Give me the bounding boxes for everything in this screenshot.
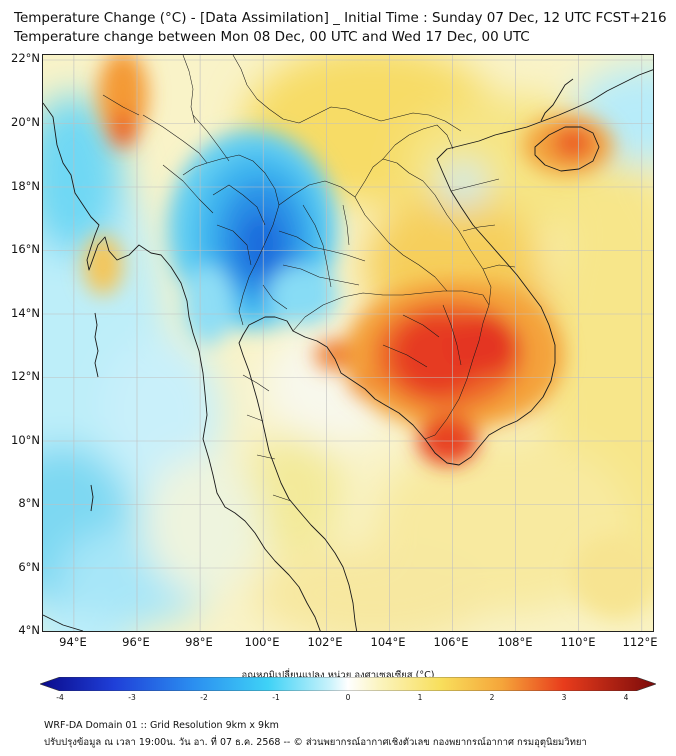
colorbar-tick: 4	[623, 693, 629, 702]
lon-label-100: 100°E	[244, 635, 280, 649]
colorbar-tick: -4	[56, 693, 64, 702]
map-canvas	[43, 55, 653, 631]
lat-label-18: 18°N	[11, 179, 40, 193]
graticule	[43, 55, 653, 631]
lon-label-94: 94°E	[59, 635, 87, 649]
map-subtitle: Temperature change between Mon 08 Dec, 0…	[14, 29, 530, 45]
colorbar-tick: 2	[489, 693, 495, 702]
colorbar-tick: 1	[417, 693, 423, 702]
colorbar	[40, 677, 656, 691]
temperature-map	[42, 54, 654, 632]
colorbar-tick: 0	[345, 693, 351, 702]
coastlines	[43, 69, 653, 631]
lon-label-110: 110°E	[560, 635, 596, 649]
lon-label-96: 96°E	[122, 635, 150, 649]
lon-label-106: 106°E	[433, 635, 469, 649]
colorbar-tick: -2	[200, 693, 208, 702]
lat-label-14: 14°N	[11, 306, 40, 320]
colorbar-tick: -3	[128, 693, 136, 702]
warm-anomaly	[315, 280, 563, 465]
map-title: Temperature Change (°C) - [Data Assimila…	[14, 10, 667, 26]
lat-label-22: 22°N	[11, 51, 40, 65]
colorbar-tick: -1	[272, 693, 280, 702]
lat-label-20: 20°N	[11, 115, 40, 129]
colorbar-title: อุณหภูมิเปลี่ยนแปลง หน่วย องศาเซลเซียส (…	[241, 670, 435, 681]
lat-label-8: 8°N	[18, 496, 40, 510]
lat-label-6: 6°N	[18, 560, 40, 574]
lon-label-108: 108°E	[497, 635, 533, 649]
footer-model-info: WRF-DA Domain 01 :: Grid Resolution 9km …	[44, 720, 279, 731]
lat-label-10: 10°N	[11, 433, 40, 447]
footer-credit: ปรับปรุงข้อมูล ณ เวลา 19:00น. วัน อา. ที…	[44, 737, 587, 748]
warm-spots	[83, 55, 653, 615]
lon-label-98: 98°E	[185, 635, 213, 649]
cold-anomaly	[168, 130, 338, 345]
country-borders	[102, 55, 516, 502]
lat-label-16: 16°N	[11, 242, 40, 256]
lat-label-12: 12°N	[11, 369, 40, 383]
lon-label-102: 102°E	[307, 635, 343, 649]
colorbar-tick: 3	[561, 693, 567, 702]
lat-label-4: 4°N	[18, 623, 40, 637]
lon-label-112: 112°E	[622, 635, 658, 649]
lon-label-104: 104°E	[370, 635, 406, 649]
